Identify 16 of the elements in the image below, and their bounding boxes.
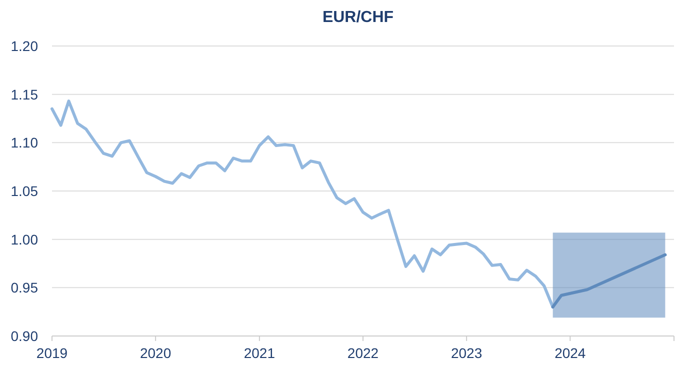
y-tick-label: 1.10: [10, 134, 38, 151]
y-tick-label: 1.20: [10, 38, 38, 54]
x-tick-label: 2024: [554, 345, 586, 361]
x-tick-label: 2019: [36, 345, 68, 361]
x-tick-label: 2020: [140, 345, 172, 361]
x-tick-label: 2023: [450, 345, 482, 361]
y-tick-label: 0.90: [10, 328, 38, 344]
x-tick-label: 2021: [244, 345, 276, 361]
line-series: [50, 100, 554, 308]
line-series: [551, 253, 667, 308]
y-tick-label: 1.00: [10, 231, 38, 248]
y-tick-label: 1.15: [10, 86, 38, 102]
chart-title: EUR/CHF: [322, 9, 394, 26]
y-tick-label: 0.95: [10, 280, 38, 296]
x-tick-label: 2022: [347, 345, 379, 361]
y-tick-label: 1.05: [10, 183, 38, 199]
